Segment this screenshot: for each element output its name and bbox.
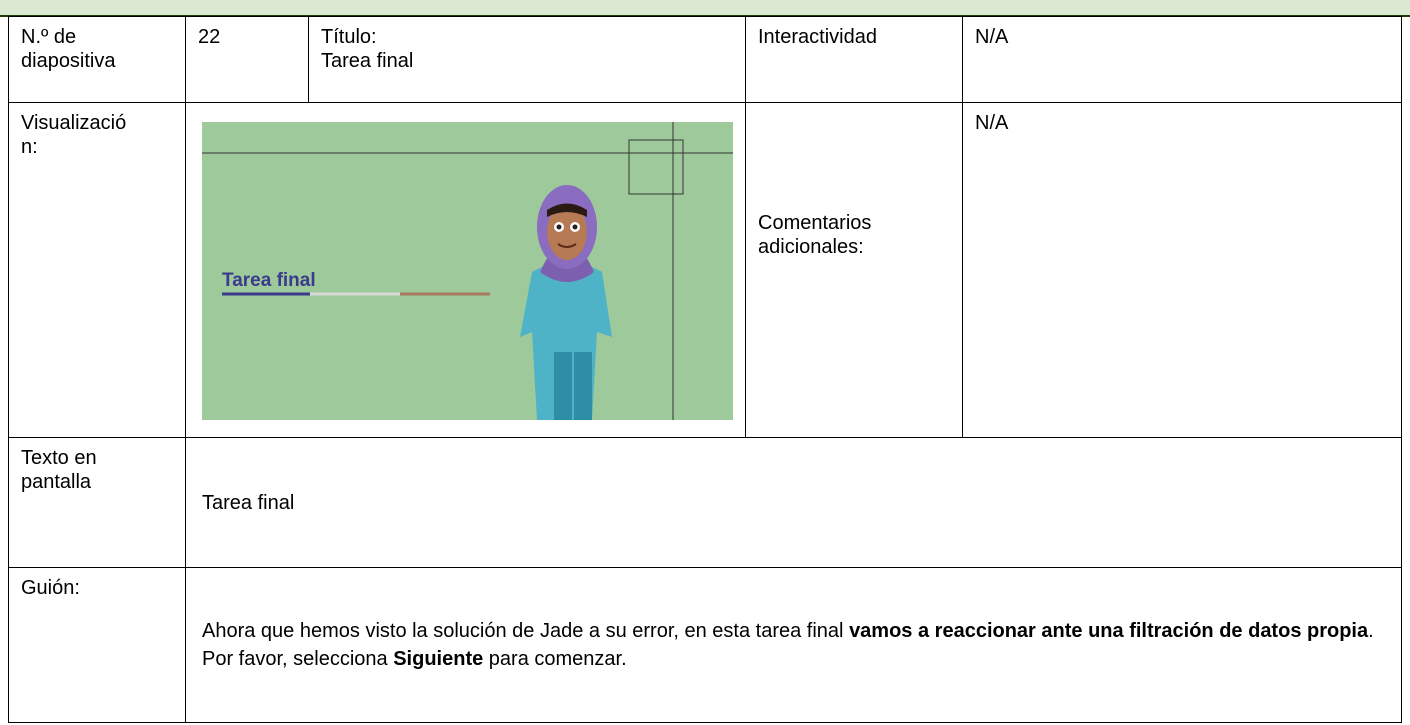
- slide-label: N.º de diapositiva: [21, 26, 116, 72]
- script-text: Ahora que hemos visto la solución de Jad…: [202, 617, 1381, 673]
- script-segment: Ahora que hemos visto la solución de Jad…: [202, 620, 850, 642]
- cell: Guión:: [8, 567, 186, 723]
- slide-preview: Tarea final: [202, 122, 733, 420]
- comments: N/A: [975, 112, 1009, 134]
- cell: N/A: [962, 102, 1402, 438]
- script-segment: . Por favor, selecciona: [202, 620, 1374, 670]
- cell: Visualización:: [8, 102, 186, 438]
- script-bold: Siguiente: [393, 648, 484, 670]
- script-segment: para comenzar.: [483, 648, 627, 670]
- cell: Comentarios adicionales:: [745, 102, 963, 438]
- top-band: [0, 0, 1410, 17]
- cell: Ahora que hemos visto la solución de Jad…: [185, 567, 1402, 723]
- cell: N/A: [962, 16, 1402, 103]
- preview-background: [202, 122, 733, 420]
- cell: 22: [185, 16, 309, 103]
- cell: Texto en pantalla: [8, 437, 186, 568]
- slide-number: 22: [198, 26, 221, 48]
- script-label: Guión:: [21, 577, 80, 599]
- cell: Tarea final: [185, 437, 1402, 568]
- cell: Tarea final: [185, 102, 746, 438]
- screen-text: Tarea final: [202, 491, 295, 514]
- screen-text-label: Texto en pantalla: [21, 447, 97, 493]
- cell: Título: Tarea final: [308, 16, 746, 103]
- cell: Interactividad: [745, 16, 963, 103]
- character: [520, 185, 612, 420]
- interactivity-label: Interactividad: [758, 26, 877, 48]
- script-bold: vamos a reaccionar ante una filtración d…: [849, 620, 1369, 642]
- title: Tarea final: [321, 50, 414, 72]
- preview-label: Visualización:: [21, 112, 127, 158]
- title-label: Título:: [321, 26, 377, 48]
- image-title: Tarea final: [222, 270, 316, 291]
- cell: N.º de diapositiva: [8, 16, 186, 103]
- interactivity: N/A: [975, 26, 1009, 48]
- comments-label: Comentarios adicionales:: [758, 212, 872, 258]
- guide-box: [628, 139, 684, 195]
